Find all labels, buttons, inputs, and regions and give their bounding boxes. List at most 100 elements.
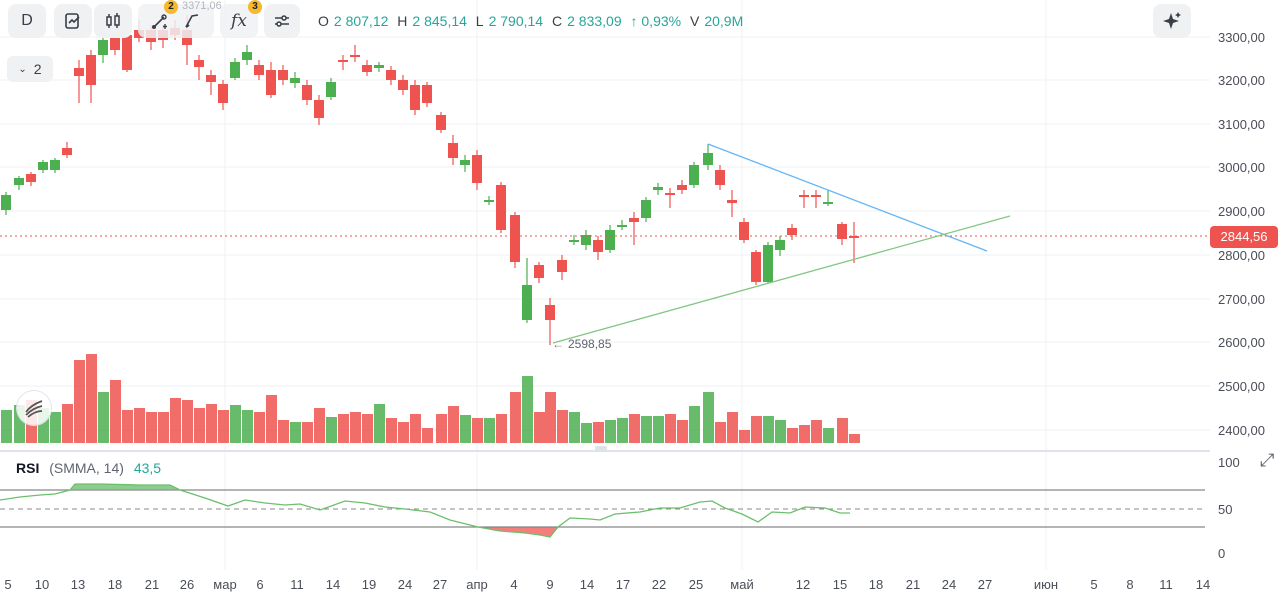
collapse-studies-button[interactable]: ⌄ 2 bbox=[7, 56, 53, 82]
volume-bar bbox=[146, 412, 157, 443]
rsi-axis-100: 100 bbox=[1218, 455, 1240, 470]
time-tick: 9 bbox=[546, 577, 554, 592]
price-tick: 3300,00 bbox=[1218, 30, 1265, 45]
line-tool-icon bbox=[152, 14, 167, 29]
time-tick: 5 bbox=[4, 577, 12, 592]
price-tick: 2700,00 bbox=[1218, 292, 1265, 307]
candle-body bbox=[823, 202, 833, 204]
ai-assistant-button[interactable] bbox=[1153, 4, 1191, 38]
time-tick: 19 bbox=[361, 577, 377, 592]
time-tick: июн bbox=[1033, 577, 1059, 592]
indicators-button[interactable]: fx bbox=[220, 4, 258, 38]
expand-pane-icon[interactable]: ⤢ bbox=[1260, 450, 1275, 470]
time-tick: 25 bbox=[688, 577, 704, 592]
volume-bar bbox=[314, 408, 325, 443]
candle-body bbox=[522, 285, 532, 320]
volume-bar bbox=[522, 376, 533, 443]
volume-bar bbox=[50, 412, 61, 443]
change-value: ↑ 0,93% bbox=[630, 13, 682, 29]
price-tick: 3100,00 bbox=[1218, 117, 1265, 132]
candle-body bbox=[593, 240, 603, 252]
candle-body bbox=[727, 200, 737, 203]
candle-body bbox=[665, 193, 675, 195]
volume-bar bbox=[484, 418, 495, 443]
candle-body bbox=[350, 55, 360, 57]
candle-body bbox=[629, 218, 639, 222]
candle-body bbox=[302, 85, 312, 100]
time-tick: 10 bbox=[34, 577, 50, 592]
volume-bar bbox=[386, 418, 397, 443]
chart-canvas[interactable]: ← bbox=[0, 0, 1210, 595]
lower-trendline[interactable] bbox=[552, 215, 1011, 344]
candle-body bbox=[74, 68, 84, 76]
price-tick: 2400,00 bbox=[1218, 423, 1265, 438]
time-tick: 18 bbox=[868, 577, 884, 592]
open-value: 2 807,12 bbox=[333, 13, 389, 29]
candle-body bbox=[206, 75, 216, 82]
volume-bar bbox=[665, 414, 676, 443]
candle-body bbox=[1, 195, 11, 210]
candle-body bbox=[410, 85, 420, 110]
volume-bar bbox=[727, 412, 738, 443]
volume-bar bbox=[278, 420, 289, 443]
volume-bar bbox=[230, 405, 241, 443]
volume-bar bbox=[290, 422, 301, 443]
volume-bar bbox=[110, 380, 121, 443]
candle-body bbox=[362, 65, 372, 72]
volume-bar bbox=[641, 416, 652, 443]
candle-body bbox=[278, 70, 288, 80]
upper-trendline[interactable] bbox=[707, 143, 988, 252]
volume-bar bbox=[823, 428, 834, 443]
compare-button[interactable] bbox=[54, 4, 92, 38]
volume-bar bbox=[182, 400, 193, 443]
volume-bar bbox=[460, 415, 471, 443]
candle-body bbox=[194, 60, 204, 67]
pane-resize-handle[interactable] bbox=[595, 446, 607, 452]
candle-body bbox=[266, 70, 276, 95]
settings-button[interactable] bbox=[264, 4, 300, 38]
volume-bar bbox=[62, 404, 73, 443]
candle-body bbox=[314, 100, 324, 118]
volume-bar bbox=[739, 430, 750, 443]
volume-bar bbox=[581, 423, 592, 443]
candle-body bbox=[581, 235, 591, 245]
price-tick: 2800,00 bbox=[1218, 248, 1265, 263]
volume-bar bbox=[448, 406, 459, 443]
volume-bar bbox=[703, 392, 714, 443]
logo-button[interactable] bbox=[17, 391, 51, 425]
volume-bar bbox=[629, 414, 640, 443]
candle-body bbox=[653, 187, 663, 190]
brush-icon bbox=[185, 14, 199, 28]
candle-body bbox=[386, 70, 396, 80]
rsi-title: RSI bbox=[16, 460, 40, 476]
volume-bar bbox=[496, 414, 507, 443]
volume-bar bbox=[1, 410, 12, 443]
volume-bar bbox=[326, 417, 337, 443]
time-tick: 17 bbox=[615, 577, 631, 592]
time-tick: апр bbox=[466, 577, 488, 592]
chart-type-button[interactable] bbox=[94, 4, 132, 38]
rsi-line bbox=[0, 483, 850, 538]
candle-body bbox=[218, 84, 228, 103]
volume-bar bbox=[218, 410, 229, 443]
doc-chart-icon bbox=[65, 13, 80, 29]
candle-body bbox=[703, 153, 713, 165]
time-tick: 11 bbox=[290, 577, 304, 592]
interval-button[interactable]: D bbox=[8, 4, 46, 38]
volume-bar bbox=[689, 406, 700, 443]
interval-label: D bbox=[21, 12, 33, 29]
rsi-legend[interactable]: RSI (SMMA, 14) 43,5 bbox=[16, 460, 161, 476]
candle-body bbox=[510, 215, 520, 262]
candle-body bbox=[605, 230, 615, 250]
ghost-price-label: 3371,06 bbox=[182, 0, 222, 12]
candle-body bbox=[641, 200, 651, 218]
rsi-value: 43,5 bbox=[133, 460, 162, 476]
volume-bar bbox=[677, 420, 688, 443]
low-value: 2 790,14 bbox=[488, 13, 544, 29]
open-label: O bbox=[318, 13, 329, 29]
rsi-params: (SMMA, 14) bbox=[49, 460, 124, 476]
time-tick: 24 bbox=[941, 577, 957, 592]
volume-bar bbox=[751, 416, 762, 443]
volume-bar bbox=[510, 392, 521, 443]
candle-body bbox=[86, 55, 96, 85]
